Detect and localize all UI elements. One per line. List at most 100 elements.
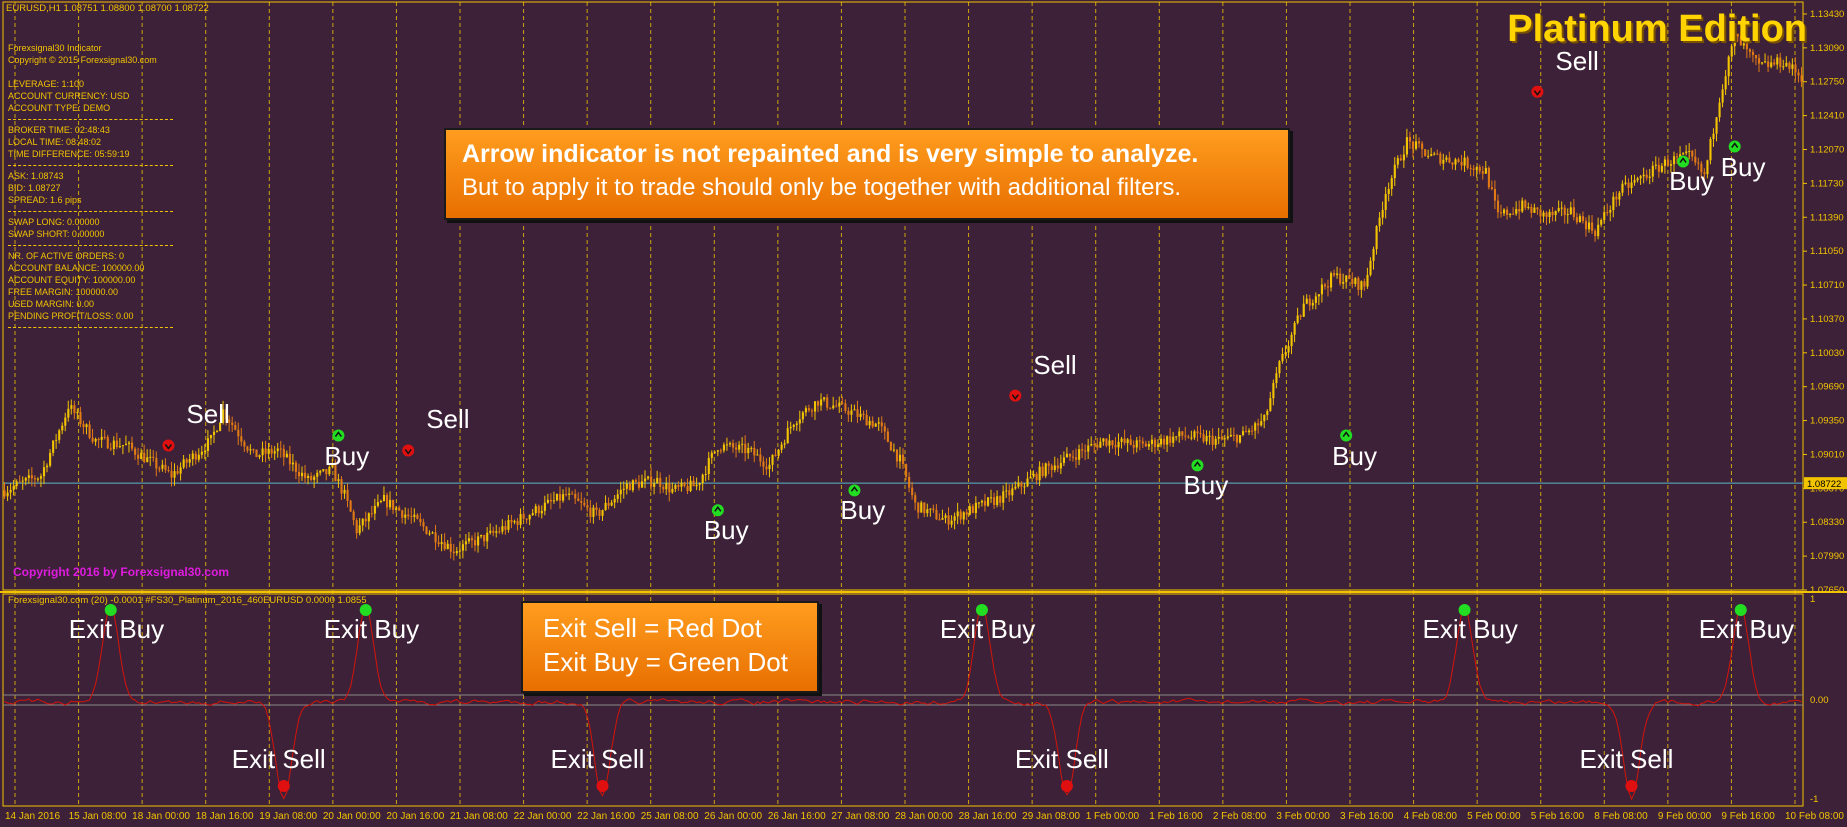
candle-body: [1059, 462, 1062, 469]
candle-body: [1090, 444, 1093, 446]
buy-signal-label: Buy: [324, 440, 370, 471]
signal-arrow-glyph: [334, 431, 343, 437]
candle-body: [246, 446, 249, 451]
candle-body: [1733, 33, 1736, 47]
candle-body: [513, 521, 516, 523]
candle-body: [370, 513, 373, 515]
candle-body: [610, 502, 613, 506]
candle-body: [1141, 441, 1144, 444]
candle-body: [1648, 176, 1651, 178]
buy-signal-label: Buy: [1669, 166, 1714, 197]
candle-body: [149, 456, 152, 458]
candle-body: [1794, 64, 1797, 73]
main-panel-frame: [2, 1, 1804, 591]
candle-body: [425, 526, 428, 534]
candle-body: [1163, 438, 1166, 445]
price-tick-label: 1.11730: [1810, 178, 1844, 189]
candle-body: [841, 402, 844, 404]
candle-body: [768, 464, 771, 470]
candle-body: [158, 468, 161, 470]
exit-buy-dot-icon: [104, 604, 117, 616]
signal-arrow-glyph: [1011, 394, 1019, 400]
candle-body: [1557, 208, 1560, 212]
candle-body: [1381, 209, 1384, 218]
candle-body: [1147, 444, 1150, 447]
candle-body: [571, 493, 574, 495]
candle-body: [1776, 57, 1779, 65]
signal-arrow-glyph: [164, 444, 173, 450]
candle-body: [1624, 182, 1627, 184]
candle-body: [692, 480, 695, 487]
candle-body: [1757, 58, 1761, 64]
candle-body: [219, 422, 222, 432]
candle-body: [1669, 164, 1673, 166]
candle-body: [747, 447, 750, 454]
candle-body: [1621, 183, 1624, 193]
candle-body: [1005, 490, 1008, 492]
candle-body: [1014, 486, 1017, 489]
exit-buy-dot-icon: [1734, 604, 1747, 616]
candle-body: [923, 502, 926, 514]
candle-body: [1281, 354, 1284, 362]
candle-body: [361, 518, 364, 526]
candle-body: [331, 465, 334, 467]
candle-body: [1761, 62, 1764, 64]
candle-body: [118, 446, 121, 448]
candle-body: [601, 510, 604, 516]
indicator-line: [4, 603, 1802, 801]
panel-line: Copyright © 2015 Forexsignal30.com: [8, 55, 157, 65]
candle-body: [173, 471, 176, 478]
candle-body: [70, 405, 73, 409]
candle-body: [935, 509, 938, 520]
candle-body: [1339, 273, 1342, 284]
candle-body: [986, 497, 990, 506]
candle-body: [1630, 182, 1633, 188]
candle-body: [856, 409, 859, 417]
candle-body: [798, 419, 801, 424]
time-tick-label: 19 Jan 08:00: [259, 811, 317, 822]
candle-body: [1032, 473, 1035, 477]
signal-arrow-glyph: [1679, 157, 1687, 163]
candle-body: [1047, 463, 1050, 466]
candle-body: [637, 481, 641, 488]
candle-body: [971, 506, 974, 513]
candle-body: [1651, 165, 1654, 177]
candle-body: [1029, 476, 1032, 479]
candle-body: [1178, 431, 1181, 437]
candle-body: [234, 424, 237, 430]
candle-body: [765, 466, 768, 470]
candle-body: [1439, 153, 1442, 164]
indicator-tick-label: -1: [1810, 794, 1818, 805]
candle-body: [713, 451, 716, 453]
candle-body: [783, 443, 786, 445]
candle-body: [61, 425, 64, 431]
sell-signal-label: Sell: [1033, 349, 1077, 380]
candle-body: [1248, 430, 1251, 433]
candle-body: [1739, 36, 1742, 46]
time-tick-label: 26 Jan 00:00: [704, 811, 762, 822]
candle-body: [30, 475, 33, 479]
candle-body: [583, 502, 586, 506]
candle-body: [1390, 178, 1393, 189]
candle-body: [741, 443, 744, 445]
candle-body: [337, 479, 340, 482]
signal-arrow-glyph: [1193, 461, 1202, 467]
candle-body: [877, 422, 880, 424]
panel-separator: [8, 119, 173, 120]
candle-body: [1160, 438, 1163, 445]
candle-body: [179, 467, 182, 474]
candle-body: [1554, 211, 1557, 216]
candle-body: [1333, 273, 1336, 276]
candle-body: [1597, 224, 1600, 237]
candle-body: [1326, 286, 1330, 288]
candle-body: [255, 449, 258, 458]
candle-body: [1278, 361, 1281, 374]
candle-body: [640, 481, 644, 488]
candle-body: [188, 459, 191, 463]
candle-body: [628, 483, 631, 491]
candle-body: [1779, 57, 1782, 68]
candle-body: [880, 422, 883, 427]
exit-sell-label: Exit Sell: [1579, 744, 1674, 774]
candle-body: [592, 507, 595, 517]
